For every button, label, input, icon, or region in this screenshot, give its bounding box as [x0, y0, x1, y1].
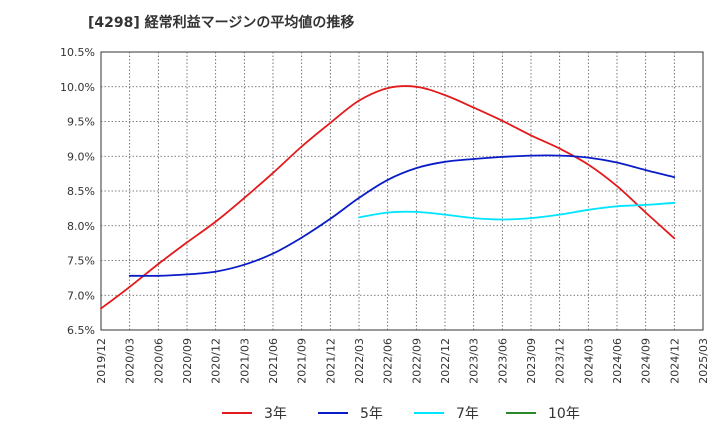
- series-line-2: [128, 154, 676, 277]
- x-tick-label: 2021/06: [267, 338, 280, 384]
- x-tick-label: 2025/03: [697, 338, 710, 384]
- y-tick-label: 8.5%: [67, 185, 95, 198]
- series-lines: [100, 85, 676, 310]
- series-line-3: [358, 201, 676, 221]
- x-tick-label: 2023/03: [468, 338, 481, 384]
- y-tick-label: 7.0%: [67, 289, 95, 302]
- x-tick-label: 2022/12: [439, 338, 452, 384]
- x-tick-label: 2024/06: [611, 338, 624, 384]
- y-tick-label: 10.0%: [60, 81, 95, 94]
- x-tick-label: 2023/12: [554, 338, 567, 384]
- y-tick-label: 10.5%: [60, 46, 95, 59]
- x-tick-label: 2019/12: [95, 338, 108, 384]
- x-tick-label: 2021/09: [296, 338, 309, 384]
- x-tick-label: 2020/12: [210, 338, 223, 384]
- legend: 3年 5年 7年 10年: [222, 406, 580, 422]
- y-tick-label: 8.0%: [67, 220, 95, 233]
- chart-title: [4298] 経常利益マージンの平均値の推移: [88, 15, 355, 31]
- x-tick-label: 2022/03: [353, 338, 366, 384]
- y-tick-label: 9.5%: [67, 116, 95, 129]
- legend-label: 7年: [456, 406, 479, 422]
- x-tick-label: 2021/12: [324, 338, 337, 384]
- y-tick-label: 9.0%: [67, 150, 95, 163]
- x-tick-label: 2023/06: [496, 338, 509, 384]
- legend-label: 10年: [548, 406, 580, 422]
- grid-lines: [101, 52, 703, 330]
- x-tick-label: 2020/03: [124, 338, 137, 384]
- x-tick-label: 2022/06: [382, 338, 395, 384]
- x-tick-label: 2024/03: [582, 338, 595, 384]
- legend-label: 5年: [360, 406, 383, 422]
- x-tick-label: 2021/03: [238, 338, 251, 384]
- y-tick-label: 6.5%: [67, 324, 95, 337]
- x-tick-label: 2024/12: [668, 338, 681, 384]
- x-tick-label: 2023/09: [525, 338, 538, 384]
- x-tick-label: 2020/09: [181, 338, 194, 384]
- series-line-1: [100, 85, 676, 310]
- y-axis-ticks: 6.5% 7.0% 7.5% 8.0% 8.5% 9.0% 9.5% 10.0% 10.5%: [60, 46, 95, 337]
- x-tick-label: 2024/09: [640, 338, 653, 384]
- x-tick-label: 2022/09: [410, 338, 423, 384]
- y-tick-label: 7.5%: [67, 255, 95, 268]
- legend-label: 3年: [264, 406, 287, 422]
- x-tick-label: 2020/06: [152, 338, 165, 384]
- x-axis-ticks: 2019/12 2020/03 2020/06 2020/09 2020/12 2021/…: [95, 338, 710, 384]
